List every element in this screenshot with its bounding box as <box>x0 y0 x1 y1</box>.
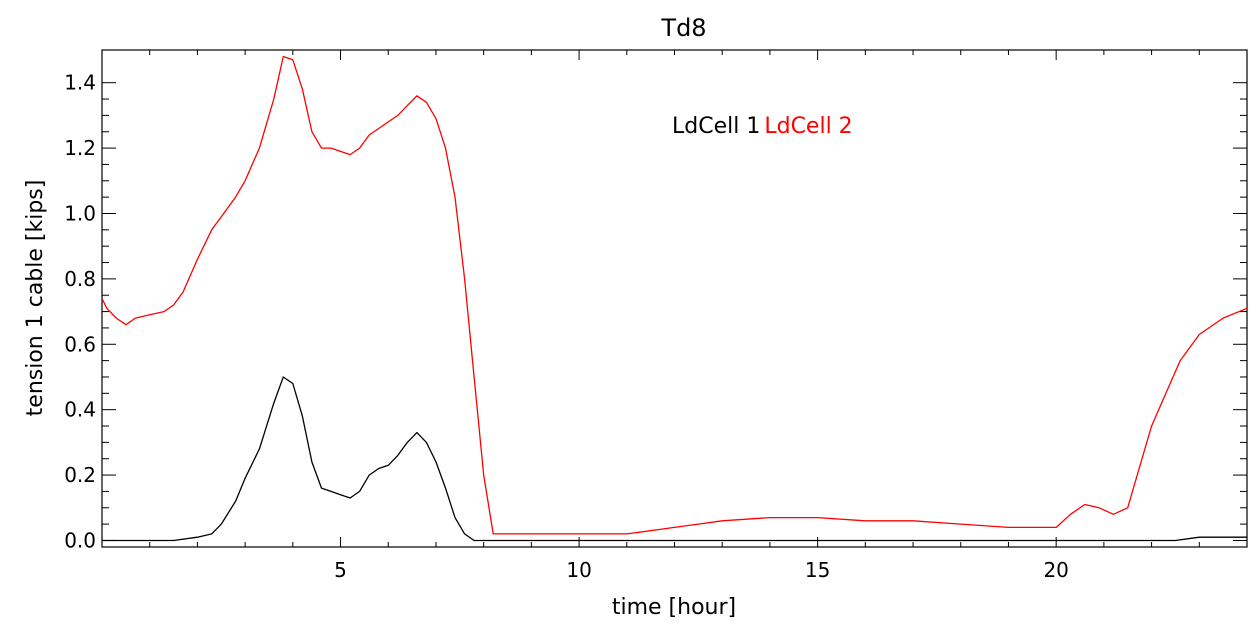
series-line-ldcell-1 <box>102 376 1247 542</box>
y-tick-label-0.0: 0.0 <box>64 528 96 552</box>
x-tick-label-15: 15 <box>805 558 830 582</box>
x-tick-label-10: 10 <box>566 558 591 582</box>
y-axis-label: tension 1 cable [kips] <box>23 180 48 417</box>
y-tick-label-1.2: 1.2 <box>64 136 96 160</box>
y-tick-label-1.4: 1.4 <box>64 71 96 95</box>
chart-title: Td8 <box>660 14 706 42</box>
series-lines <box>101 55 1248 542</box>
x-tick-label-5: 5 <box>334 558 347 582</box>
series-line-ldcell-2 <box>101 55 1248 535</box>
legend: LdCell 1 LdCell 2 <box>672 114 853 139</box>
y-tick-label-0.6: 0.6 <box>64 332 96 356</box>
x-tick-label-20: 20 <box>1043 558 1068 582</box>
axis-ticks <box>102 50 1247 547</box>
y-tick-label-0.2: 0.2 <box>64 463 96 487</box>
y-tick-label-0.4: 0.4 <box>64 398 96 422</box>
y-tick-label-1.0: 1.0 <box>64 201 96 225</box>
legend-entry-ldcell-2: LdCell 2 <box>764 114 852 139</box>
legend-entry-ldcell-1: LdCell 1 <box>672 114 760 139</box>
axis-tick-labels: 5 10 15 20 0.0 0.2 0.4 0.6 0.8 1.0 1.2 1.4 <box>64 71 1069 582</box>
x-axis-label: time [hour] <box>612 595 736 620</box>
y-tick-label-0.8: 0.8 <box>64 267 96 291</box>
